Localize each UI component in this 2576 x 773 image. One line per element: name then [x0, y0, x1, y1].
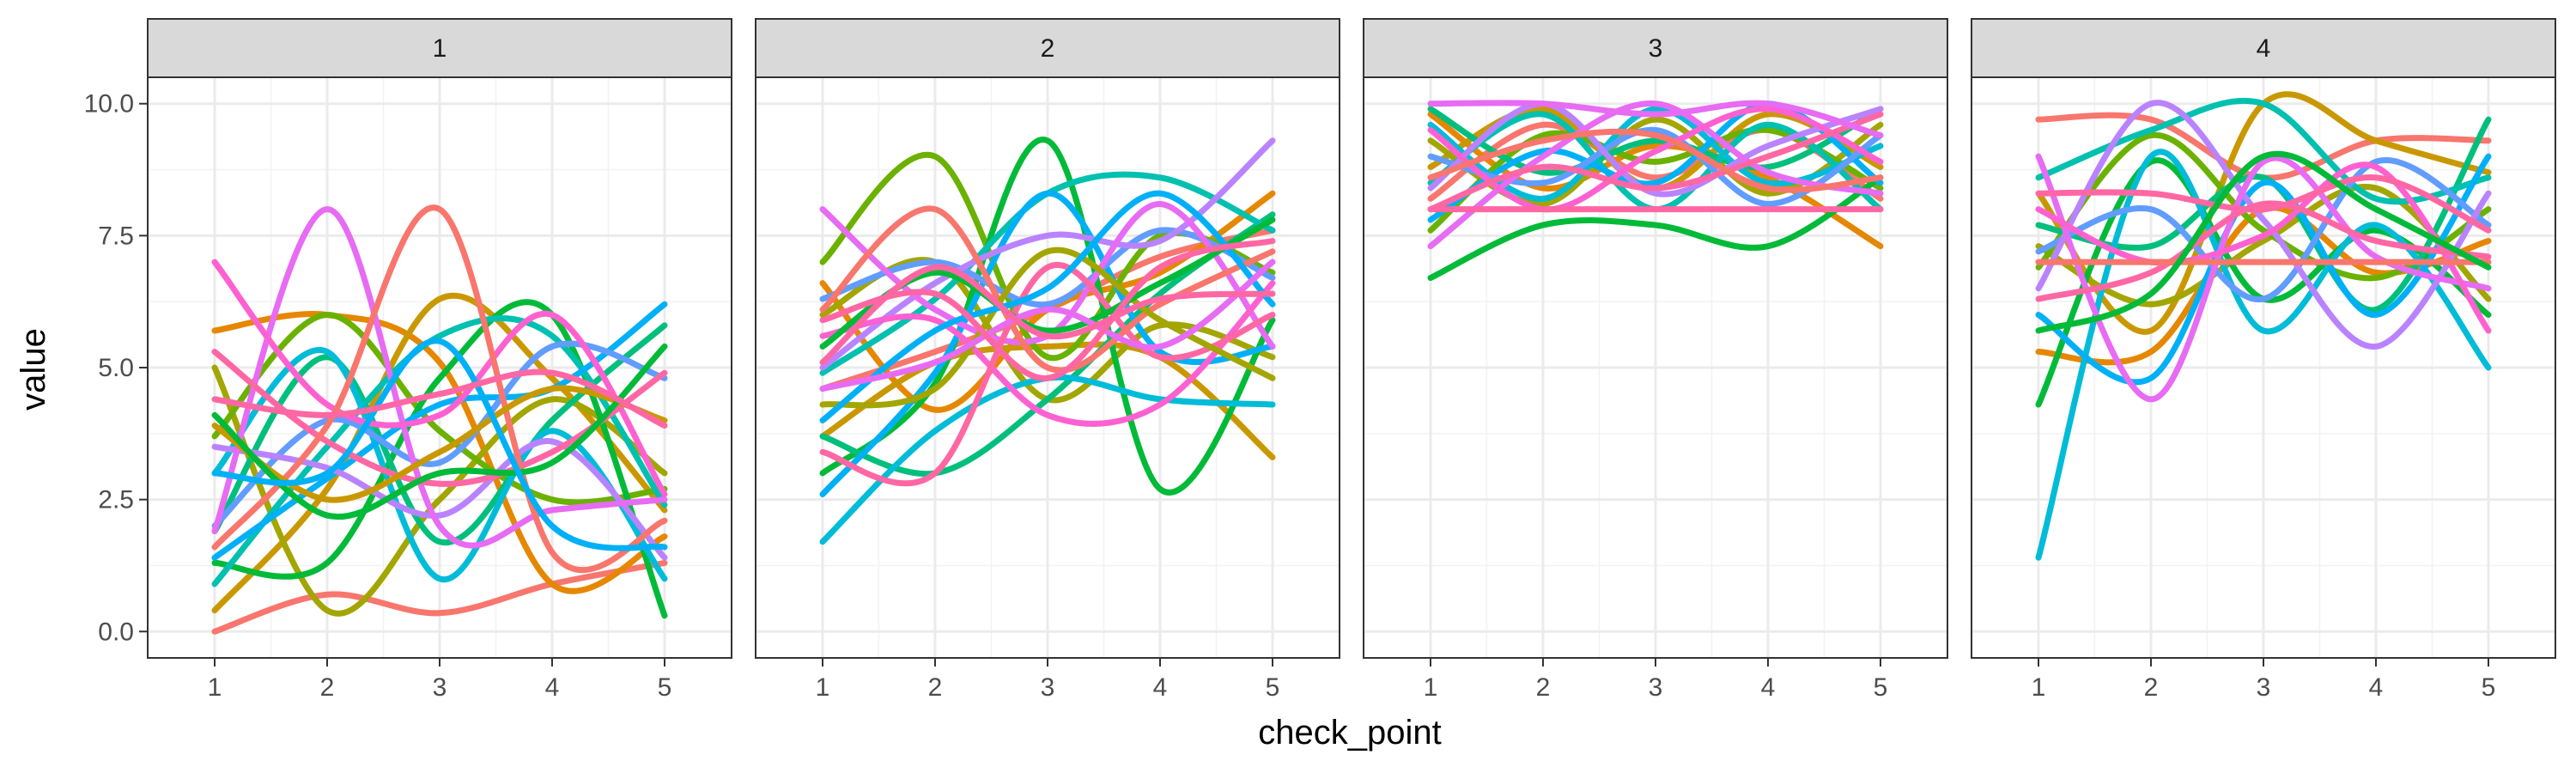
- x-tick-label: 2: [928, 673, 943, 702]
- series-line-15: [1427, 111, 1884, 213]
- panel-2: 2 1 2 3 4 5: [755, 18, 1340, 702]
- y-tick-label: 0.0: [98, 618, 134, 646]
- series-line-11: [2035, 157, 2492, 302]
- series-line-3: [211, 292, 668, 614]
- x-tick-label: 2: [2144, 673, 2159, 702]
- facet-strip: [755, 18, 1340, 78]
- series-line-4: [2035, 184, 2492, 307]
- series-line-19: [211, 338, 668, 551]
- series-line-18: [211, 343, 668, 520]
- x-tick-label: 1: [1424, 673, 1438, 702]
- series-line-3: [2035, 91, 2492, 335]
- panel-4: 4 1 2 3 4 5: [1971, 18, 2556, 702]
- series-line-5: [2035, 131, 2492, 282]
- series-line-12: [819, 137, 1276, 371]
- x-tick-label: 5: [1266, 673, 1280, 702]
- facet-strip-label: 4: [2257, 34, 2271, 63]
- series-line-16: [1427, 128, 1884, 193]
- series-line-15: [819, 262, 1276, 487]
- x-tick-label: 4: [1153, 673, 1168, 702]
- series-line-1: [211, 559, 668, 635]
- series-line-20: [211, 368, 668, 429]
- y-axis-title: value: [15, 328, 52, 411]
- series-line-7: [211, 322, 668, 546]
- x-tick-label: 1: [816, 673, 830, 702]
- series-line-7: [1427, 106, 1884, 176]
- x-tick-label: 5: [2482, 673, 2496, 702]
- series-line-22: [819, 264, 1276, 366]
- series-line-21: [819, 238, 1276, 381]
- x-tick-label: 4: [2369, 673, 2384, 702]
- x-tick-label: 3: [433, 673, 447, 702]
- y-tick-label: 10.0: [84, 90, 134, 119]
- series-line-14: [211, 259, 668, 497]
- series-line-16: [819, 205, 1276, 374]
- series-line-6: [1427, 174, 1884, 282]
- series-line-11: [819, 227, 1276, 308]
- x-tick-label: 4: [545, 673, 560, 702]
- x-tick-label: 3: [2257, 673, 2271, 702]
- x-tick-label: 2: [320, 673, 335, 702]
- x-tick-label: 3: [1649, 673, 1663, 702]
- series-line-17: [2035, 174, 2492, 234]
- x-axis-title: check_point: [1258, 714, 1441, 752]
- facet-strip: [147, 18, 732, 78]
- x-tick-label: 5: [1874, 673, 1888, 702]
- facet-strip-label: 2: [1041, 34, 1055, 63]
- series-line-13: [1427, 100, 1884, 250]
- series-line-14: [2035, 161, 2492, 334]
- x-tick-label: 5: [658, 673, 672, 702]
- y-tick-label: 2.5: [98, 486, 134, 514]
- panel-3: 3 1 2 3 4 5: [1363, 18, 1948, 702]
- x-tick-label: 4: [1761, 673, 1776, 702]
- series-line-14: [1427, 106, 1884, 213]
- facet-strip: [1363, 18, 1948, 78]
- series-line-6: [211, 299, 668, 619]
- series-line-12: [2035, 100, 2492, 350]
- series-line-17: [1427, 100, 1884, 139]
- series-line-4: [819, 257, 1276, 404]
- series-line-19: [819, 190, 1276, 423]
- panels-layer: 1 1 2 3 4 5 0.0 2.5 5.0 7.5 10.0 2 1 2 3 4 5 3 1 2 3 4 5 4 1 2 3 4 5: [84, 18, 2556, 702]
- facet-strip-label: 1: [433, 34, 447, 63]
- series-line-16: [211, 204, 668, 574]
- series-line-3: [819, 341, 1276, 460]
- series-line-9: [211, 347, 668, 582]
- series-line-14: [819, 280, 1276, 427]
- y-tick-label: 5.0: [98, 354, 134, 382]
- series-line-12: [1427, 100, 1884, 198]
- x-tick-label: 2: [1536, 673, 1551, 702]
- series-line-13: [211, 206, 668, 549]
- series-line-17: [819, 247, 1276, 409]
- series-line-18: [2035, 150, 2492, 334]
- x-tick-label: 1: [208, 673, 222, 702]
- panel-1: 1 1 2 3 4 5 0.0 2.5 5.0 7.5 10.0: [84, 18, 732, 702]
- series-line-20: [819, 259, 1276, 393]
- series-line-10: [819, 190, 1276, 497]
- facet-strip-label: 3: [1649, 34, 1663, 63]
- x-tick-label: 1: [2032, 673, 2046, 702]
- y-tick-label: 7.5: [98, 222, 134, 250]
- x-tick-label: 3: [1041, 673, 1055, 702]
- series-line-10: [211, 301, 668, 561]
- facet-strip: [1971, 18, 2556, 78]
- series-line-15: [2035, 200, 2492, 302]
- series-line-2: [211, 311, 668, 594]
